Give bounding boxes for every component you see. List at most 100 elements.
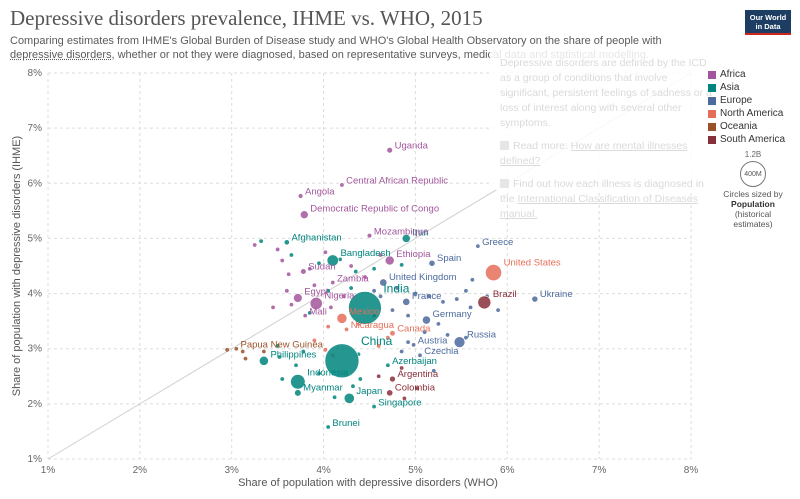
data-point-china[interactable] <box>324 343 360 379</box>
data-point[interactable] <box>399 262 404 267</box>
data-point-afghanistan[interactable] <box>283 239 290 246</box>
data-point[interactable] <box>289 302 294 307</box>
data-point-central-african-republic[interactable] <box>339 182 345 188</box>
data-point-zambia[interactable] <box>330 280 336 286</box>
legend-item[interactable]: South America <box>708 133 785 146</box>
legend-item[interactable]: Oceania <box>708 120 785 133</box>
data-point[interactable] <box>341 294 346 299</box>
icd-manual-link[interactable]: International Classification of Diseases… <box>500 193 698 220</box>
data-point[interactable] <box>225 347 230 352</box>
read-more-link[interactable]: How are mental illnesses defined? <box>500 140 688 167</box>
data-point-bangladesh[interactable] <box>326 254 339 267</box>
data-point[interactable] <box>399 366 404 370</box>
data-point-argentina[interactable] <box>389 375 396 383</box>
data-point[interactable] <box>349 286 354 290</box>
data-point[interactable] <box>431 368 436 373</box>
data-point[interactable] <box>372 288 376 293</box>
data-point-democratic-republic-of-congo[interactable] <box>299 210 309 220</box>
data-point[interactable] <box>286 272 291 277</box>
data-point[interactable] <box>468 305 473 310</box>
data-point[interactable] <box>261 349 266 354</box>
data-point-ethiopia[interactable] <box>384 255 395 266</box>
data-point-spain[interactable] <box>428 259 436 267</box>
data-point-singapore[interactable] <box>371 404 377 410</box>
data-point-czechia[interactable] <box>417 352 423 358</box>
data-point[interactable] <box>332 395 337 400</box>
data-point-canada[interactable] <box>389 330 396 337</box>
data-point[interactable] <box>280 258 285 263</box>
data-point-austria[interactable] <box>411 342 417 348</box>
data-point[interactable] <box>378 253 383 257</box>
data-point-united-states[interactable] <box>485 264 502 282</box>
data-point-nigeria[interactable] <box>309 297 323 310</box>
data-point[interactable] <box>406 340 410 344</box>
data-point[interactable] <box>445 333 450 337</box>
data-point[interactable] <box>326 288 331 293</box>
data-point[interactable] <box>349 264 354 268</box>
depressive-disorders-link[interactable]: depressive disorders <box>10 49 112 61</box>
data-point-azerbaijan[interactable] <box>385 362 391 368</box>
data-point-brazil[interactable] <box>477 295 492 310</box>
data-point[interactable] <box>294 363 298 368</box>
data-point-russia[interactable] <box>453 336 466 348</box>
data-point-angola[interactable] <box>297 193 304 199</box>
data-point[interactable] <box>252 243 257 247</box>
data-point-ukraine[interactable] <box>531 295 539 303</box>
data-point[interactable] <box>399 349 404 354</box>
our-world-in-data-logo[interactable]: Our World in Data <box>745 10 791 35</box>
data-point[interactable] <box>454 297 459 301</box>
data-point-france[interactable] <box>402 297 411 306</box>
legend-item[interactable]: North America <box>708 107 785 120</box>
data-point[interactable] <box>312 283 317 288</box>
legend-item[interactable]: Asia <box>708 81 785 94</box>
data-point-brunei[interactable] <box>325 424 331 430</box>
legend-item[interactable]: Europe <box>708 94 785 107</box>
data-point[interactable] <box>240 349 245 354</box>
data-point-myanmar[interactable] <box>294 389 302 397</box>
data-point[interactable] <box>358 377 363 381</box>
data-point[interactable] <box>271 305 275 310</box>
data-point[interactable] <box>385 335 390 340</box>
data-point-uganda[interactable] <box>386 147 393 154</box>
data-point[interactable] <box>277 355 282 359</box>
data-point-greece[interactable] <box>475 243 481 249</box>
data-point[interactable] <box>323 347 328 352</box>
data-point[interactable] <box>353 269 358 274</box>
data-point[interactable] <box>376 374 381 379</box>
data-point-indonesia[interactable] <box>290 374 306 390</box>
data-point-nicaragua[interactable] <box>344 326 350 332</box>
data-point[interactable] <box>441 299 445 304</box>
data-point-papua-new-guinea[interactable] <box>233 346 239 352</box>
data-point[interactable] <box>317 371 321 376</box>
data-point[interactable] <box>496 308 500 313</box>
data-point[interactable] <box>395 286 399 290</box>
data-point[interactable] <box>289 253 294 257</box>
data-point[interactable] <box>406 313 410 318</box>
data-point[interactable] <box>284 288 289 293</box>
data-point[interactable] <box>275 344 280 348</box>
data-point[interactable] <box>436 322 441 326</box>
data-point[interactable] <box>329 305 333 310</box>
data-point-mali[interactable] <box>302 313 308 319</box>
data-point-india[interactable] <box>348 291 382 325</box>
data-point[interactable] <box>280 377 285 381</box>
data-point-mexico[interactable] <box>336 313 348 324</box>
legend-item[interactable]: Africa <box>708 68 785 81</box>
data-point[interactable] <box>351 384 355 389</box>
data-point[interactable] <box>301 349 306 354</box>
data-point[interactable] <box>243 356 248 361</box>
data-point[interactable] <box>464 335 468 340</box>
data-point-philippines[interactable] <box>258 355 269 366</box>
data-point-iran[interactable] <box>401 234 411 243</box>
data-point[interactable] <box>376 344 381 348</box>
data-point[interactable] <box>307 266 312 271</box>
data-point-united-kingdom[interactable] <box>379 278 388 287</box>
data-point-japan[interactable] <box>343 392 355 404</box>
data-point[interactable] <box>413 291 418 296</box>
data-point[interactable] <box>470 277 475 282</box>
data-point[interactable] <box>307 310 312 315</box>
data-point[interactable] <box>317 261 321 266</box>
data-point[interactable] <box>326 324 331 329</box>
data-point[interactable] <box>427 294 432 299</box>
data-point[interactable] <box>415 386 420 391</box>
